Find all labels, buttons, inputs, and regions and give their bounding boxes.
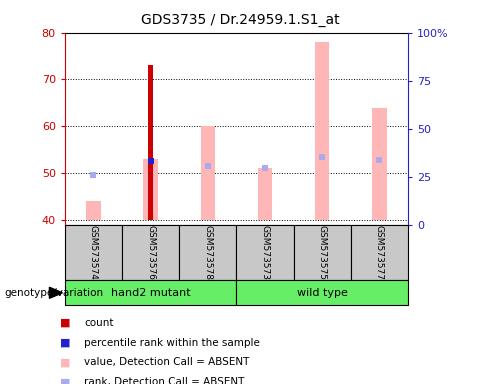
Text: rank, Detection Call = ABSENT: rank, Detection Call = ABSENT [84, 377, 244, 384]
Text: genotype/variation: genotype/variation [5, 288, 104, 298]
Text: hand2 mutant: hand2 mutant [111, 288, 191, 298]
Text: ■: ■ [60, 358, 70, 367]
Text: ■: ■ [60, 377, 70, 384]
Bar [372, 108, 386, 220]
Bar [294, 225, 351, 280]
Text: count: count [84, 318, 113, 328]
Text: GSM573578: GSM573578 [204, 225, 212, 280]
Bar [148, 65, 154, 220]
Bar [65, 280, 236, 305]
Text: ■: ■ [60, 338, 70, 348]
Bar [236, 280, 408, 305]
Text: value, Detection Call = ABSENT: value, Detection Call = ABSENT [84, 358, 250, 367]
Text: GSM573575: GSM573575 [318, 225, 327, 280]
Bar [65, 225, 122, 280]
Polygon shape [49, 287, 62, 298]
Bar [258, 169, 272, 220]
Bar [122, 225, 179, 280]
Text: ■: ■ [60, 318, 70, 328]
Bar [86, 201, 100, 220]
Text: GSM573574: GSM573574 [89, 225, 98, 280]
Bar [351, 225, 408, 280]
Bar [201, 126, 215, 220]
Text: GSM573577: GSM573577 [375, 225, 384, 280]
Text: GSM573573: GSM573573 [261, 225, 269, 280]
Text: GDS3735 / Dr.24959.1.S1_at: GDS3735 / Dr.24959.1.S1_at [141, 13, 339, 27]
Text: percentile rank within the sample: percentile rank within the sample [84, 338, 260, 348]
Bar [315, 42, 329, 220]
Bar [236, 225, 294, 280]
Text: GSM573576: GSM573576 [146, 225, 155, 280]
Bar [179, 225, 236, 280]
Text: wild type: wild type [297, 288, 348, 298]
Bar [144, 159, 158, 220]
